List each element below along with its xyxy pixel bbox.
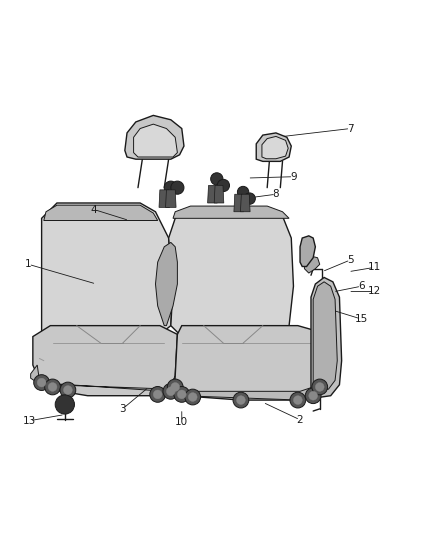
Polygon shape — [31, 365, 175, 391]
Circle shape — [290, 392, 306, 408]
Polygon shape — [262, 136, 288, 159]
Circle shape — [171, 181, 184, 194]
Circle shape — [185, 389, 201, 405]
Circle shape — [312, 379, 328, 395]
Circle shape — [153, 390, 162, 399]
Circle shape — [309, 391, 318, 400]
Text: 3: 3 — [119, 404, 126, 414]
Polygon shape — [175, 383, 320, 400]
Circle shape — [174, 386, 190, 402]
Text: 1: 1 — [25, 260, 32, 269]
Circle shape — [60, 382, 76, 398]
Polygon shape — [125, 115, 184, 159]
Circle shape — [48, 383, 57, 391]
Text: 11: 11 — [368, 262, 381, 272]
Circle shape — [188, 393, 197, 401]
Text: 15: 15 — [355, 314, 368, 324]
Circle shape — [237, 395, 245, 405]
Polygon shape — [256, 133, 291, 161]
Polygon shape — [173, 206, 289, 219]
Circle shape — [150, 386, 166, 402]
Polygon shape — [44, 205, 158, 221]
Polygon shape — [300, 236, 315, 266]
Circle shape — [233, 392, 249, 408]
Polygon shape — [33, 326, 177, 395]
Circle shape — [217, 179, 230, 191]
Circle shape — [164, 181, 177, 194]
Text: 12: 12 — [368, 286, 381, 296]
Circle shape — [211, 173, 223, 185]
Polygon shape — [166, 190, 176, 207]
Polygon shape — [240, 194, 250, 212]
Text: 5: 5 — [347, 255, 354, 265]
Polygon shape — [159, 190, 170, 207]
Text: 8: 8 — [272, 189, 279, 199]
Text: 4: 4 — [91, 205, 98, 215]
Text: 10: 10 — [175, 417, 188, 427]
Text: 13: 13 — [23, 416, 36, 426]
Circle shape — [45, 379, 60, 395]
Circle shape — [244, 193, 255, 204]
Polygon shape — [155, 243, 177, 326]
Text: 7: 7 — [347, 124, 354, 134]
Polygon shape — [304, 255, 320, 273]
Circle shape — [163, 383, 179, 399]
Circle shape — [166, 387, 175, 395]
Polygon shape — [171, 326, 320, 400]
Circle shape — [177, 390, 186, 399]
Polygon shape — [42, 203, 173, 334]
Circle shape — [305, 388, 321, 403]
Circle shape — [64, 386, 72, 394]
Circle shape — [34, 375, 49, 391]
Circle shape — [293, 395, 302, 405]
Polygon shape — [234, 194, 244, 212]
Text: 2: 2 — [297, 415, 304, 425]
Text: 9: 9 — [290, 172, 297, 182]
Polygon shape — [169, 207, 293, 334]
Polygon shape — [311, 278, 342, 398]
Circle shape — [55, 395, 74, 414]
Polygon shape — [313, 282, 337, 391]
Text: 6: 6 — [358, 281, 365, 291]
Polygon shape — [214, 185, 224, 203]
Circle shape — [315, 383, 324, 391]
Polygon shape — [208, 185, 217, 203]
Circle shape — [237, 187, 249, 198]
Circle shape — [167, 379, 183, 395]
Polygon shape — [134, 124, 177, 157]
Circle shape — [37, 378, 46, 387]
Circle shape — [171, 383, 180, 391]
